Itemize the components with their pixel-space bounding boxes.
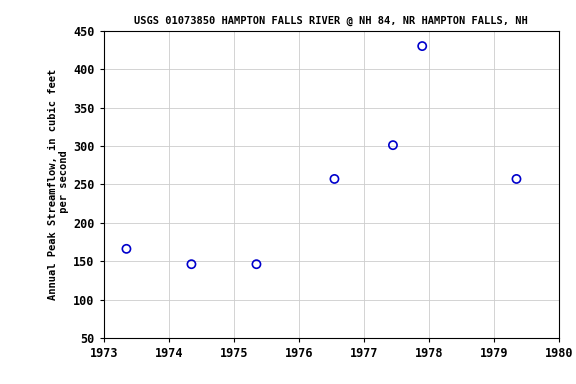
Title: USGS 01073850 HAMPTON FALLS RIVER @ NH 84, NR HAMPTON FALLS, NH: USGS 01073850 HAMPTON FALLS RIVER @ NH 8… bbox=[134, 16, 528, 26]
Point bbox=[388, 142, 397, 148]
Y-axis label: Annual Peak Streamflow, in cubic feet
 per second: Annual Peak Streamflow, in cubic feet pe… bbox=[47, 69, 69, 300]
Point bbox=[122, 246, 131, 252]
Point bbox=[418, 43, 427, 49]
Point bbox=[330, 176, 339, 182]
Point bbox=[187, 261, 196, 267]
Point bbox=[512, 176, 521, 182]
Point bbox=[252, 261, 261, 267]
